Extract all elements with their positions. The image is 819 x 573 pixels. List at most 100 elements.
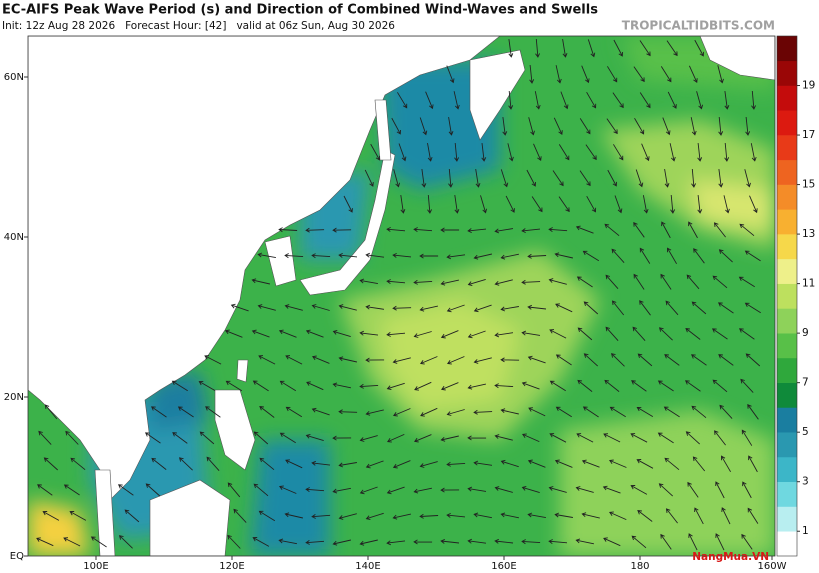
colorbar-label: 11 — [802, 278, 815, 290]
arrow — [577, 327, 593, 341]
arrow — [63, 484, 80, 496]
arrow — [305, 329, 324, 338]
arrow — [526, 169, 536, 187]
arrow — [715, 533, 725, 551]
arrow — [359, 278, 378, 285]
arrow — [553, 117, 563, 136]
arrow — [467, 383, 486, 390]
arrow — [741, 429, 753, 446]
lon-label: 140E — [355, 561, 380, 572]
colorbar-bin — [777, 481, 797, 507]
arrow — [69, 511, 87, 521]
arrow — [721, 455, 731, 473]
arrow — [467, 486, 487, 492]
arrow — [178, 457, 193, 471]
arrow — [473, 460, 493, 466]
arrow — [386, 540, 406, 546]
arrow — [529, 64, 535, 84]
arrow — [688, 65, 698, 84]
arrow — [641, 143, 650, 162]
arrow — [527, 355, 546, 364]
arrow — [508, 90, 514, 110]
arrow — [528, 407, 546, 417]
arrow — [391, 117, 401, 135]
arrow — [305, 433, 324, 442]
arrow — [609, 459, 627, 468]
colorbar-bin — [777, 357, 797, 383]
arrow — [528, 117, 535, 136]
arrow — [555, 406, 572, 418]
arrows — [36, 38, 761, 551]
colorbar-bin — [777, 209, 797, 235]
arrow — [359, 435, 378, 442]
colorbar-label: 3 — [802, 476, 809, 488]
arrow — [744, 169, 751, 188]
arrow — [718, 116, 724, 136]
arrow — [421, 169, 427, 188]
arrow — [558, 144, 570, 161]
arrow — [259, 457, 275, 471]
lat-label: 20N — [4, 392, 24, 403]
arrow — [440, 227, 460, 233]
arrow — [667, 91, 677, 109]
arrow — [38, 430, 52, 445]
arrow — [227, 534, 241, 549]
arrow — [577, 379, 593, 392]
arrow — [739, 223, 755, 237]
arrow — [661, 221, 671, 239]
arrow — [305, 487, 325, 492]
arrow — [225, 380, 243, 392]
arrow — [715, 481, 725, 499]
arrow — [70, 457, 86, 471]
colorbar-bin — [777, 506, 797, 532]
arrow — [575, 486, 594, 493]
colorbar-label: 1 — [802, 525, 809, 537]
arrow — [502, 117, 508, 136]
arrow — [581, 65, 590, 84]
arrow — [172, 432, 188, 444]
arrow — [554, 459, 573, 468]
arrow — [117, 484, 134, 496]
arrow — [631, 535, 647, 549]
colorbar-bin — [777, 184, 797, 210]
arrow — [609, 511, 627, 521]
arrow — [587, 39, 596, 58]
arrow — [494, 486, 513, 493]
colorbar-bin — [777, 36, 797, 62]
arrow — [448, 117, 454, 136]
arrow — [692, 456, 706, 472]
arrow — [278, 538, 297, 545]
arrow — [665, 508, 678, 524]
arrow — [467, 278, 486, 287]
arrow — [535, 38, 541, 58]
arrow — [144, 432, 161, 444]
arrow — [688, 221, 698, 239]
arrow — [480, 195, 488, 214]
lat-label: 60N — [4, 72, 24, 83]
arrow — [364, 169, 374, 187]
arrow — [666, 40, 678, 57]
arrow — [413, 539, 433, 545]
arrow — [658, 327, 673, 341]
arrow — [392, 513, 411, 520]
arrow — [251, 278, 270, 285]
arrow — [446, 304, 465, 313]
arrow — [745, 116, 751, 136]
arrow — [440, 330, 459, 339]
map — [28, 36, 775, 556]
arrow — [549, 380, 566, 392]
arrow — [387, 433, 405, 443]
arrow — [332, 227, 352, 233]
arrow — [575, 538, 594, 545]
arrow — [285, 355, 303, 365]
arrow — [605, 326, 619, 342]
arrow — [259, 405, 275, 418]
arrow — [446, 461, 466, 467]
arrow — [521, 381, 540, 390]
arrow — [658, 483, 674, 497]
arrow — [548, 227, 568, 232]
arrow — [252, 380, 269, 392]
colorbar-label: 7 — [802, 377, 809, 389]
arrow — [636, 406, 654, 417]
